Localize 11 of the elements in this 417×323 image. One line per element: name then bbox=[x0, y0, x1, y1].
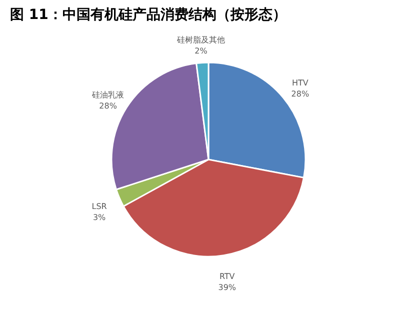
data-label: 39% bbox=[218, 283, 236, 292]
slice-label: RTV bbox=[219, 272, 236, 282]
data-label: 28% bbox=[291, 90, 310, 99]
slice-label: 硅油乳液 bbox=[91, 90, 124, 100]
data-label: 2% bbox=[194, 46, 208, 56]
slice-label: HTV bbox=[292, 78, 309, 88]
slice-label: LSR bbox=[92, 202, 108, 211]
slice-label: 硅树脂及其他 bbox=[176, 36, 226, 45]
chart-title: 图 11：中国有机硅产品消费结构（按形态） bbox=[10, 6, 286, 23]
data-label: 28% bbox=[99, 102, 118, 111]
data-label: 3% bbox=[92, 212, 106, 222]
